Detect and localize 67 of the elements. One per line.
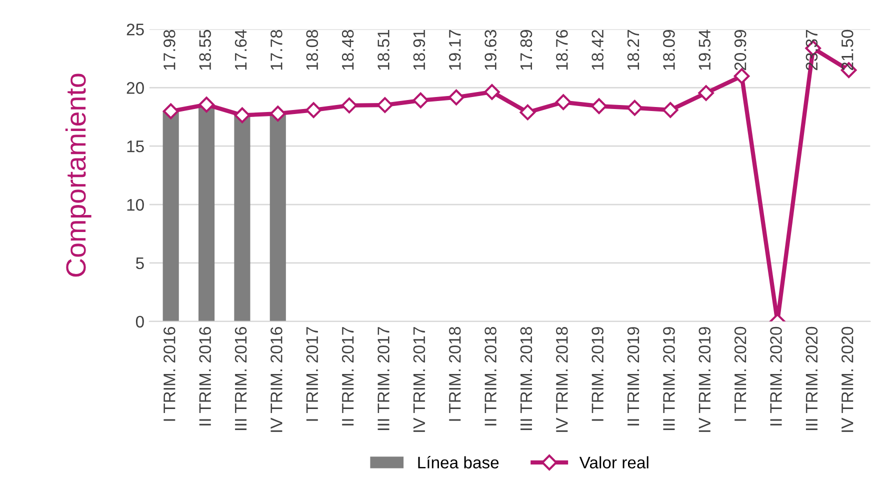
data-label: 18.76 [556, 30, 568, 70]
bar [162, 111, 179, 322]
y-tick-label: 15 [127, 140, 144, 152]
point [412, 92, 429, 108]
x-tick-label: I TRIM. 2016 [164, 327, 176, 421]
x-tick-label: III TRIM. 2018 [520, 327, 532, 430]
point [484, 84, 500, 100]
point [270, 106, 286, 122]
x-tick-label: III TRIM. 2016 [234, 327, 247, 430]
x-tick-label: IV TRIM. 2020 [841, 326, 854, 432]
y-tick-label: 0 [136, 316, 144, 328]
point [555, 94, 572, 110]
bar [234, 116, 250, 322]
data-label: 17.98 [164, 30, 176, 70]
legend-label: Línea base [418, 456, 499, 468]
data-label: 20.99 [734, 30, 746, 70]
point [698, 85, 714, 101]
bar [270, 113, 286, 322]
legend-label: Valor real [579, 456, 648, 468]
data-label: 19.63 [484, 30, 496, 70]
point [377, 97, 393, 113]
x-tick-label: I TRIM. 2019 [592, 327, 604, 421]
x-tick-label: II TRIM. 2016 [199, 327, 211, 426]
y-tick-label: 20 [126, 82, 144, 94]
x-tick-label: I TRIM. 2018 [448, 327, 461, 421]
data-label: 19.17 [448, 30, 461, 70]
x-tick-label: II TRIM. 2019 [627, 327, 640, 426]
x-tick-label: IV TRIM. 2016 [270, 327, 282, 432]
x-tick-label: II TRIM. 2020 [770, 326, 782, 426]
y-tick-label: 25 [126, 24, 144, 36]
x-tick-label: IV TRIM. 2019 [698, 327, 711, 432]
point [662, 102, 678, 118]
data-label: 18.91 [413, 30, 426, 70]
x-tick-label: I TRIM. 2017 [306, 327, 318, 421]
data-label: 19.54 [698, 30, 711, 70]
data-label: 23.37 [806, 30, 818, 70]
point [591, 98, 607, 114]
x-tick-label: III TRIM. 2020 [806, 326, 818, 430]
data-label: 18.55 [199, 30, 211, 70]
x-tick-label: III TRIM. 2019 [663, 327, 675, 430]
x-tick-label: III TRIM. 2017 [378, 327, 390, 430]
data-label: 18.48 [342, 30, 354, 70]
x-tick-label: I TRIM. 2020 [734, 326, 746, 421]
y-tick-label: 5 [136, 258, 144, 270]
x-tick-label: II TRIM. 2018 [484, 327, 496, 426]
point [162, 103, 179, 120]
data-label: 18.51 [378, 30, 390, 70]
y-tick-label: 10 [127, 198, 144, 211]
data-label: 18.09 [663, 30, 675, 70]
point [448, 89, 464, 106]
x-tick-label: II TRIM. 2017 [342, 327, 354, 426]
x-tick-label: IV TRIM. 2018 [556, 327, 568, 432]
point [520, 104, 536, 120]
point [306, 102, 322, 118]
data-label: 18.27 [627, 30, 640, 70]
point [341, 98, 358, 114]
x-tick-label: IV TRIM. 2017 [413, 327, 426, 432]
point [198, 96, 214, 113]
data-label: 18.08 [306, 30, 318, 70]
data-label: 17.89 [520, 30, 532, 70]
data-label: 18.42 [592, 30, 604, 70]
y-axis-title: Comportamiento [65, 74, 92, 277]
data-label: 17.78 [270, 30, 282, 70]
point [234, 107, 250, 124]
data-label: 21.50 [841, 30, 854, 70]
point [626, 100, 643, 116]
data-label: 17.64 [234, 30, 247, 70]
